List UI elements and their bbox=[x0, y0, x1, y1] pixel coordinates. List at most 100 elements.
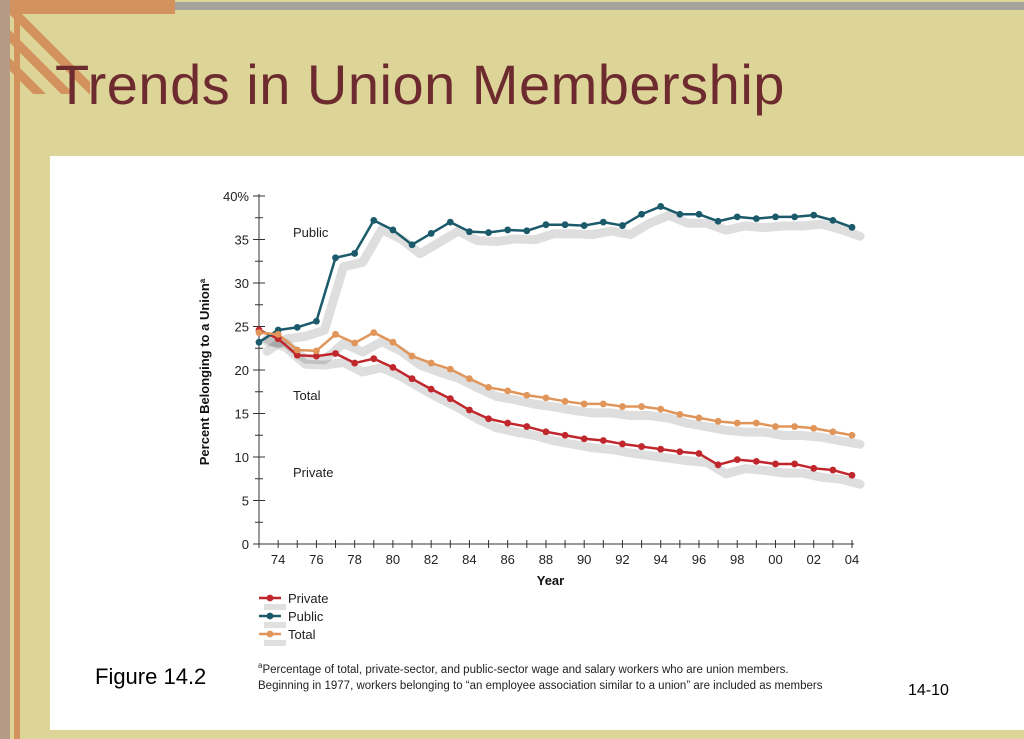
total-data-point bbox=[619, 403, 626, 410]
x-tick-label: 94 bbox=[653, 552, 667, 567]
private-data-point bbox=[485, 415, 492, 423]
total-data-point bbox=[389, 338, 397, 346]
public-data-point bbox=[676, 210, 684, 218]
legend-marker-public bbox=[266, 612, 274, 620]
series-points bbox=[255, 203, 856, 479]
figure-panel bbox=[50, 156, 1024, 730]
total-data-point bbox=[848, 431, 856, 439]
x-tick-label: 88 bbox=[539, 552, 553, 567]
axis-labels: 0 5 10 15 20 25 30 35 40% 74 76 78 80 82 84 86 88 90 92 94 9… bbox=[197, 189, 859, 588]
x-tick-label: 78 bbox=[347, 552, 361, 567]
x-tick-label: 98 bbox=[730, 552, 744, 567]
y-axis-title: Percent Belonging to a Uniona bbox=[197, 278, 212, 465]
public-data-point bbox=[619, 222, 626, 229]
page-number: 14-10 bbox=[908, 682, 949, 699]
public-data-point bbox=[427, 230, 435, 237]
y-tick-label: 25 bbox=[235, 320, 249, 335]
public-data-point bbox=[657, 203, 665, 210]
left-accent-bar bbox=[14, 0, 20, 739]
private-data-point bbox=[733, 456, 741, 464]
private-data-point bbox=[446, 395, 454, 403]
total-data-point bbox=[810, 424, 818, 432]
public-data-point bbox=[752, 215, 760, 223]
total-data-point bbox=[714, 417, 722, 425]
total-data-point bbox=[752, 419, 760, 427]
y-tick-label: 35 bbox=[235, 233, 249, 248]
public-data-point bbox=[561, 221, 569, 229]
total-data-point bbox=[466, 375, 473, 383]
public-data-point bbox=[389, 226, 397, 234]
total-data-point bbox=[274, 330, 282, 338]
footnote-line-2: Beginning in 1977, workers belonging to … bbox=[258, 679, 823, 692]
total-data-point bbox=[332, 330, 339, 338]
public-data-point bbox=[485, 229, 492, 236]
figure-label: Figure 14.2 bbox=[95, 664, 207, 689]
private-data-point bbox=[657, 445, 665, 453]
private-data-point bbox=[619, 440, 626, 448]
public-data-point bbox=[829, 216, 837, 224]
total-data-point bbox=[772, 423, 779, 430]
public-data-point bbox=[810, 211, 818, 219]
private-data-point bbox=[408, 375, 416, 383]
private-data-point bbox=[351, 359, 359, 367]
public-inline-label: Public bbox=[293, 225, 329, 240]
private-data-point bbox=[638, 443, 645, 450]
public-data-point bbox=[733, 213, 741, 221]
private-data-point bbox=[504, 419, 512, 427]
total-data-point bbox=[657, 405, 665, 413]
private-data-point bbox=[466, 406, 473, 414]
total-data-point bbox=[408, 352, 416, 360]
public-data-point bbox=[446, 218, 454, 226]
x-tick-label: 92 bbox=[615, 552, 629, 567]
private-data-point bbox=[293, 351, 301, 359]
footnote-line-1: aPercentage of total, private-sector, an… bbox=[258, 658, 822, 678]
private-data-point bbox=[523, 423, 531, 430]
private-data-point bbox=[332, 350, 339, 357]
y-tick-label: 30 bbox=[235, 276, 249, 291]
slide-title: Trends in Union Membership bbox=[55, 53, 785, 116]
x-tick-label: 00 bbox=[768, 552, 782, 567]
private-data-point bbox=[829, 466, 837, 474]
private-data-point bbox=[676, 448, 684, 456]
x-tick-label: 82 bbox=[424, 552, 438, 567]
public-data-point bbox=[370, 216, 378, 224]
total-data-point bbox=[370, 329, 378, 336]
total-data-point bbox=[446, 365, 454, 373]
total-series-shadow bbox=[262, 337, 865, 449]
public-data-point bbox=[791, 213, 799, 221]
public-data-point bbox=[255, 338, 263, 346]
total-data-point bbox=[676, 410, 684, 418]
private-data-point bbox=[714, 461, 722, 469]
y-axis-title-superscript: a bbox=[198, 278, 207, 283]
public-data-point bbox=[332, 254, 339, 262]
public-data-point bbox=[772, 213, 779, 221]
total-data-point bbox=[733, 419, 741, 427]
public-data-point bbox=[580, 222, 588, 229]
y-tick-label: 15 bbox=[235, 407, 249, 422]
x-tick-label: 80 bbox=[386, 552, 400, 567]
total-data-point bbox=[255, 329, 263, 336]
y-tick-label: 0 bbox=[242, 537, 249, 552]
public-series-shadow bbox=[262, 210, 865, 356]
y-tick-label: 20 bbox=[235, 363, 249, 378]
private-series-shadow bbox=[262, 334, 865, 489]
private-data-point bbox=[695, 450, 703, 457]
public-data-point bbox=[523, 227, 531, 235]
x-tick-label: 86 bbox=[500, 552, 514, 567]
y-tick-label: 40% bbox=[223, 189, 249, 204]
public-data-point bbox=[542, 221, 550, 229]
public-data-point bbox=[293, 323, 301, 331]
total-data-point bbox=[312, 347, 320, 355]
private-data-point bbox=[791, 460, 799, 468]
x-tick-label: 84 bbox=[462, 552, 476, 567]
total-data-point bbox=[695, 414, 703, 422]
total-data-point bbox=[638, 403, 645, 410]
public-data-point bbox=[466, 228, 473, 236]
total-data-point bbox=[523, 391, 531, 399]
chart-legend: Private Public Total bbox=[259, 591, 328, 646]
top-accent-bar bbox=[0, 0, 175, 14]
private-data-point bbox=[389, 363, 397, 371]
private-data-point bbox=[848, 471, 856, 479]
public-data-point bbox=[408, 241, 416, 249]
